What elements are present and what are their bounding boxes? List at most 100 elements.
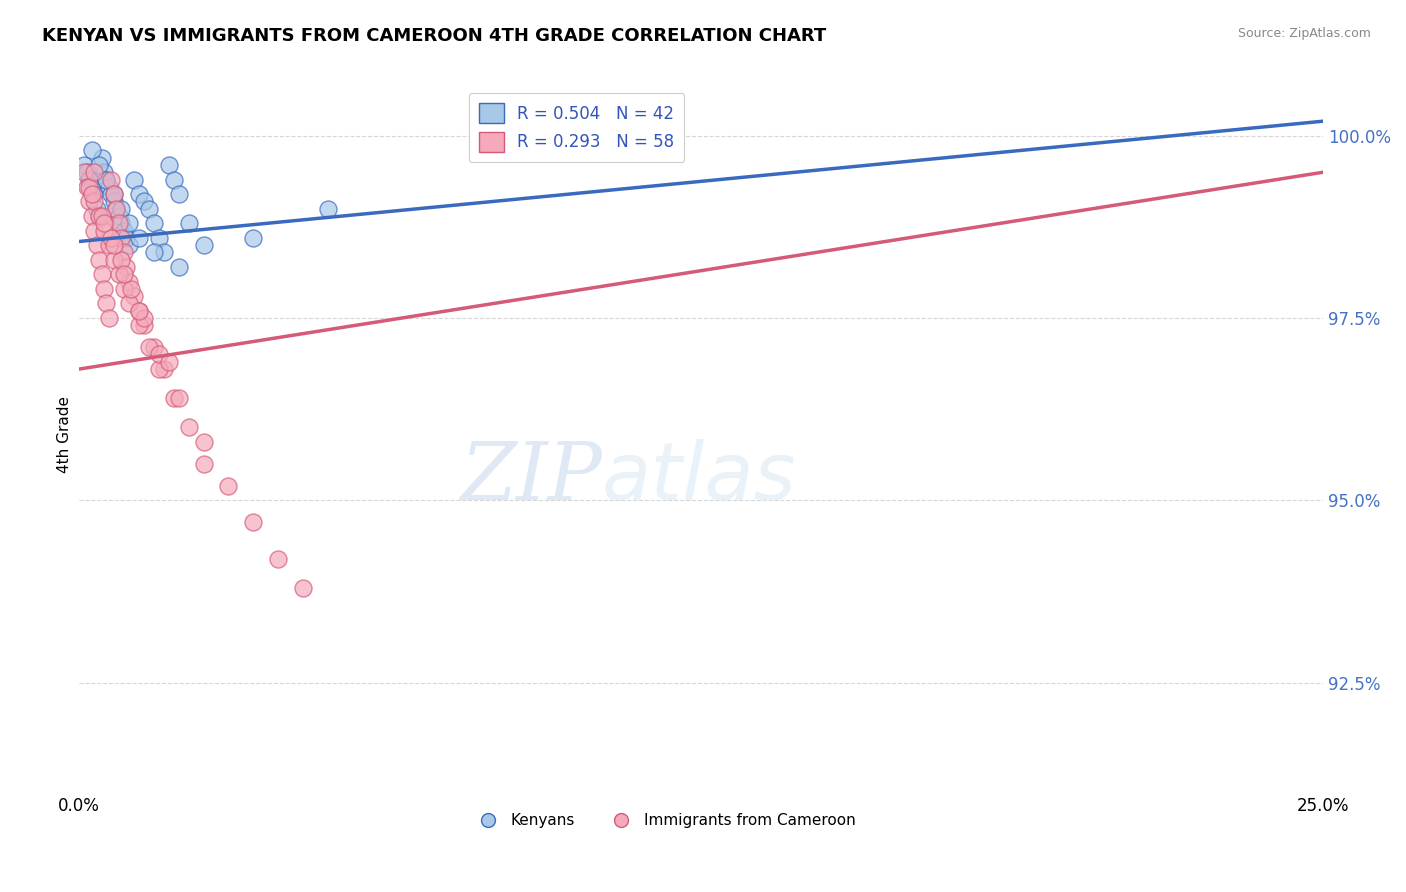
Point [90, 209, 112, 223]
Point [132, 311, 155, 326]
Point [100, 187, 122, 202]
Point [138, 202, 160, 216]
Point [80, 144, 103, 158]
Point [90, 268, 112, 282]
Point [73, 165, 96, 179]
Point [108, 209, 131, 223]
Point [118, 296, 141, 310]
Point [148, 362, 170, 376]
Point [132, 194, 155, 209]
Point [163, 391, 186, 405]
Point [142, 340, 165, 354]
Point [83, 187, 105, 202]
Point [86, 202, 108, 216]
Point [93, 223, 115, 237]
Point [87, 158, 110, 172]
Point [96, 296, 118, 310]
Point [148, 347, 170, 361]
Text: ZIP: ZIP [460, 439, 602, 516]
Y-axis label: 4th Grade: 4th Grade [58, 396, 72, 473]
Point [120, 282, 142, 296]
Point [142, 245, 165, 260]
Point [152, 245, 174, 260]
Point [87, 209, 110, 223]
Point [193, 435, 215, 450]
Point [292, 581, 315, 595]
Point [110, 202, 132, 216]
Point [98, 311, 121, 326]
Point [80, 209, 103, 223]
Point [77, 172, 100, 186]
Point [112, 268, 135, 282]
Point [96, 172, 118, 186]
Text: atlas: atlas [602, 439, 796, 516]
Point [100, 172, 122, 186]
Point [193, 238, 215, 252]
Point [83, 223, 105, 237]
Point [103, 187, 125, 202]
Point [93, 216, 115, 230]
Point [142, 216, 165, 230]
Point [177, 420, 200, 434]
Point [112, 223, 135, 237]
Point [98, 238, 121, 252]
Point [128, 303, 150, 318]
Point [105, 202, 128, 216]
Point [118, 275, 141, 289]
Point [100, 231, 122, 245]
Point [110, 252, 132, 267]
Point [103, 252, 125, 267]
Point [86, 238, 108, 252]
Point [98, 179, 121, 194]
Point [242, 231, 264, 245]
Point [83, 165, 105, 179]
Point [122, 289, 145, 303]
Point [132, 318, 155, 333]
Point [103, 194, 125, 209]
Point [138, 340, 160, 354]
Point [77, 194, 100, 209]
Point [152, 362, 174, 376]
Point [167, 391, 190, 405]
Point [103, 238, 125, 252]
Point [115, 260, 138, 274]
Point [128, 303, 150, 318]
Legend: Kenyans, Immigrants from Cameroon: Kenyans, Immigrants from Cameroon [467, 807, 862, 834]
Point [80, 179, 103, 194]
Point [148, 231, 170, 245]
Text: Source: ZipAtlas.com: Source: ZipAtlas.com [1237, 27, 1371, 40]
Point [80, 187, 103, 202]
Point [96, 172, 118, 186]
Point [177, 216, 200, 230]
Point [93, 282, 115, 296]
Point [90, 151, 112, 165]
Point [73, 158, 96, 172]
Point [93, 165, 115, 179]
Point [167, 187, 190, 202]
Point [112, 282, 135, 296]
Point [108, 268, 131, 282]
Point [103, 187, 125, 202]
Point [167, 260, 190, 274]
Point [157, 158, 180, 172]
Point [83, 194, 105, 209]
Point [87, 209, 110, 223]
Point [76, 165, 98, 179]
Point [87, 252, 110, 267]
Point [77, 179, 100, 194]
Point [118, 216, 141, 230]
Point [122, 172, 145, 186]
Point [128, 187, 150, 202]
Point [163, 172, 186, 186]
Point [118, 238, 141, 252]
Point [105, 202, 128, 216]
Point [112, 245, 135, 260]
Point [267, 551, 290, 566]
Point [242, 515, 264, 529]
Point [108, 216, 131, 230]
Point [128, 231, 150, 245]
Point [217, 479, 239, 493]
Point [193, 457, 215, 471]
Point [115, 231, 138, 245]
Point [128, 318, 150, 333]
